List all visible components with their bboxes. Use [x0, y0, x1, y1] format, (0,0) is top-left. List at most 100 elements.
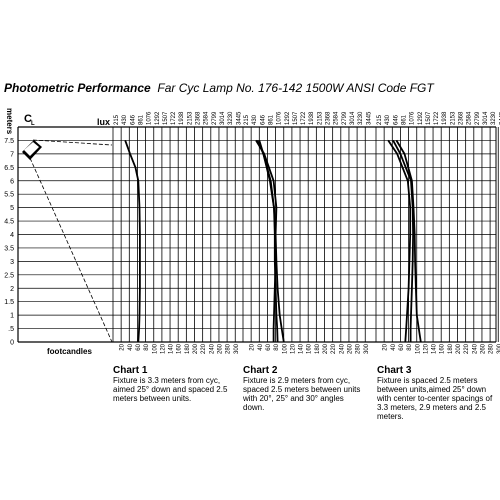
lux-tick-label: 3014: [220, 111, 226, 125]
fc-tick-label: 40: [391, 343, 397, 350]
lux-tick-label: 1938: [179, 111, 185, 125]
y-tick-label: 5.5: [4, 192, 14, 199]
caption-title-2: Chart 2: [243, 365, 278, 376]
lux-tick-label: 1076: [277, 111, 283, 125]
y-tick-label: 7.5: [4, 138, 14, 145]
lux-tick-label: 2584: [334, 111, 340, 125]
fc-tick-label: 140: [169, 343, 175, 354]
fc-tick-label: 140: [432, 343, 438, 354]
caption-chart-2: Chart 2 Fixture is 2.9 meters from cyc, …: [243, 365, 361, 412]
fc-tick-label: 180: [185, 343, 191, 354]
lux-tick-label: 2368: [326, 111, 332, 125]
fc-tick-label: 160: [307, 343, 313, 354]
fc-tick-label: 260: [347, 343, 353, 354]
caption-chart-3: Chart 3 Fixture is spaced 2.5 meters bet…: [377, 365, 495, 421]
fc-tick-label: 300: [364, 343, 370, 354]
fc-tick-label: 240: [209, 343, 215, 354]
lux-axis-label: lux: [97, 117, 110, 127]
fc-tick-label: 300: [234, 343, 240, 354]
lux-tick-label: 215: [244, 114, 250, 125]
fc-tick-label: 80: [274, 343, 280, 350]
y-tick-label: 2.5: [4, 272, 14, 279]
lux-tick-label: 1507: [426, 111, 432, 125]
fc-tick-label: 260: [217, 343, 223, 354]
fc-tick-label: 100: [415, 343, 421, 354]
y-tick-label: 5: [10, 205, 14, 212]
y-tick-label: 3: [10, 259, 14, 266]
fc-tick-label: 280: [356, 343, 362, 354]
fc-tick-label: 60: [266, 343, 272, 350]
lux-tick-label: 215: [377, 114, 383, 125]
lux-tick-label: 430: [122, 114, 128, 125]
fc-tick-label: 120: [160, 343, 166, 354]
fc-tick-label: 160: [177, 343, 183, 354]
fc-tick-label: 280: [489, 343, 495, 354]
caption-text-2: Fixture is 2.9 meters from cyc, spaced 2…: [243, 376, 361, 412]
y-tick-label: 4: [10, 232, 14, 239]
lux-tick-label: 3230: [228, 111, 234, 125]
chart-title-rest: Far Cyc Lamp No. 176-142 1500W ANSI Code…: [157, 81, 434, 95]
fc-tick-label: 220: [201, 343, 207, 354]
lux-tick-label: 1292: [285, 111, 291, 125]
y-tick-label: .5: [8, 326, 14, 333]
fc-tick-label: 220: [331, 343, 337, 354]
y-tick-label: 4.5: [4, 219, 14, 226]
lux-tick-label: 646: [393, 114, 399, 125]
fc-tick-label: 240: [339, 343, 345, 354]
fc-tick-label: 240: [472, 343, 478, 354]
fc-tick-label: 120: [290, 343, 296, 354]
chart-title: Photometric Performance Far Cyc Lamp No.…: [4, 81, 434, 95]
series-line-2-1: [258, 140, 285, 343]
fc-tick-label: 180: [448, 343, 454, 354]
fc-tick-label: 180: [315, 343, 321, 354]
fixture-lens: [24, 142, 39, 156]
lux-tick-label: 1292: [155, 111, 161, 125]
fc-tick-label: 60: [136, 343, 142, 350]
lux-tick-label: 861: [401, 114, 407, 125]
lux-tick-label: 2153: [450, 111, 456, 125]
lux-tick-label: 1076: [147, 111, 153, 125]
beam-upper: [32, 139, 113, 146]
lux-tick-label: 3014: [350, 111, 356, 125]
fc-tick-label: 120: [423, 343, 429, 354]
lux-tick-label: 2799: [212, 111, 218, 125]
fc-tick-label: 80: [407, 343, 413, 350]
lux-tick-label: 646: [260, 114, 266, 125]
fixture-label: C: [24, 113, 32, 125]
lux-tick-label: 2153: [187, 111, 193, 125]
lux-tick-label: 1076: [410, 111, 416, 125]
series-line-3-1: [395, 139, 422, 343]
y-tick-label: 2: [10, 286, 14, 293]
beam-lower: [29, 157, 113, 343]
lux-tick-label: 3230: [358, 111, 364, 125]
lux-tick-label: 646: [130, 114, 136, 125]
lux-tick-label: 2368: [459, 111, 465, 125]
fixture-sub-label: L: [31, 121, 35, 127]
series-line-1-1: [124, 140, 141, 343]
fc-tick-label: 100: [152, 343, 158, 354]
fc-tick-label: 20: [383, 343, 389, 350]
fc-tick-label: 40: [258, 343, 264, 350]
caption-text-3: Fixture is spaced 2.5 meters between uni…: [377, 376, 493, 421]
y-axis-label: meters: [5, 108, 14, 135]
fc-tick-label: 200: [323, 343, 329, 354]
lux-tick-label: 1938: [309, 111, 315, 125]
lux-tick-label: 1507: [293, 111, 299, 125]
footcandles-axis-label: footcandles: [47, 347, 92, 356]
y-tick-label: 0: [10, 340, 14, 347]
lux-tick-label: 3445: [366, 111, 372, 125]
lux-tick-label: 861: [138, 114, 144, 125]
y-tick-label: 7: [10, 151, 14, 158]
lux-tick-label: 3445: [236, 111, 242, 125]
fc-tick-label: 200: [193, 343, 199, 354]
caption-title-1: Chart 1: [113, 365, 148, 376]
fc-tick-label: 200: [456, 343, 462, 354]
lux-tick-label: 2584: [467, 111, 473, 125]
fc-tick-label: 140: [299, 343, 305, 354]
lux-tick-label: 1938: [442, 111, 448, 125]
y-tick-label: 3.5: [4, 245, 14, 252]
fc-tick-label: 300: [497, 343, 500, 354]
y-tick-label: 6: [10, 178, 14, 185]
